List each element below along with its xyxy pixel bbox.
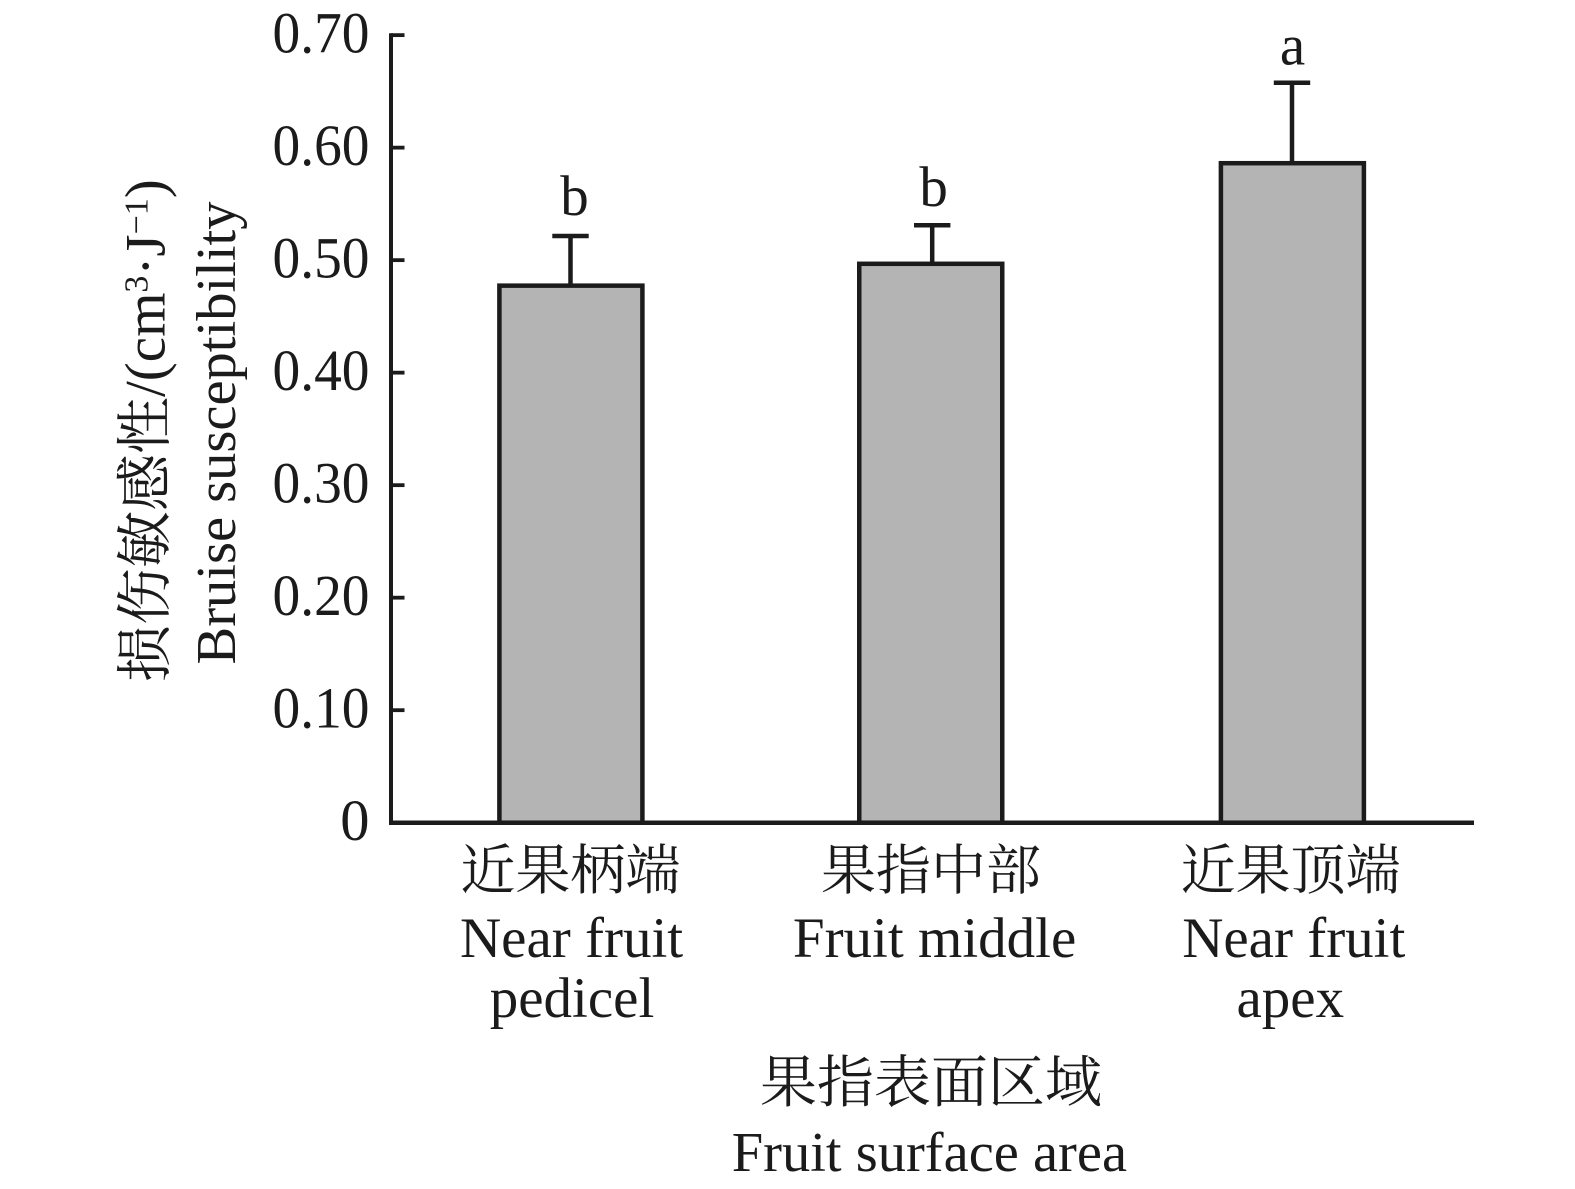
svg-text:Fruit surface area: Fruit surface area	[732, 1122, 1127, 1184]
svg-text:pedicel: pedicel	[490, 967, 655, 1030]
svg-text:Bruise susceptibility: Bruise susceptibility	[186, 201, 248, 665]
svg-text:0.60: 0.60	[273, 113, 370, 178]
svg-text:0.50: 0.50	[273, 226, 370, 291]
svg-text:0: 0	[340, 788, 369, 853]
svg-text:Fruit middle: Fruit middle	[793, 907, 1076, 970]
svg-text:b: b	[560, 165, 589, 228]
svg-text:Near fruit: Near fruit	[460, 907, 683, 970]
svg-text:b: b	[919, 156, 948, 219]
svg-text:0.20: 0.20	[273, 563, 370, 628]
svg-text:apex: apex	[1236, 967, 1344, 1030]
svg-text:a: a	[1280, 15, 1305, 78]
svg-text:0.70: 0.70	[273, 1, 370, 66]
svg-text:0.40: 0.40	[273, 338, 370, 403]
svg-text:0.30: 0.30	[273, 451, 370, 516]
svg-text:Near fruit: Near fruit	[1182, 907, 1405, 970]
svg-text:0.10: 0.10	[273, 676, 370, 741]
